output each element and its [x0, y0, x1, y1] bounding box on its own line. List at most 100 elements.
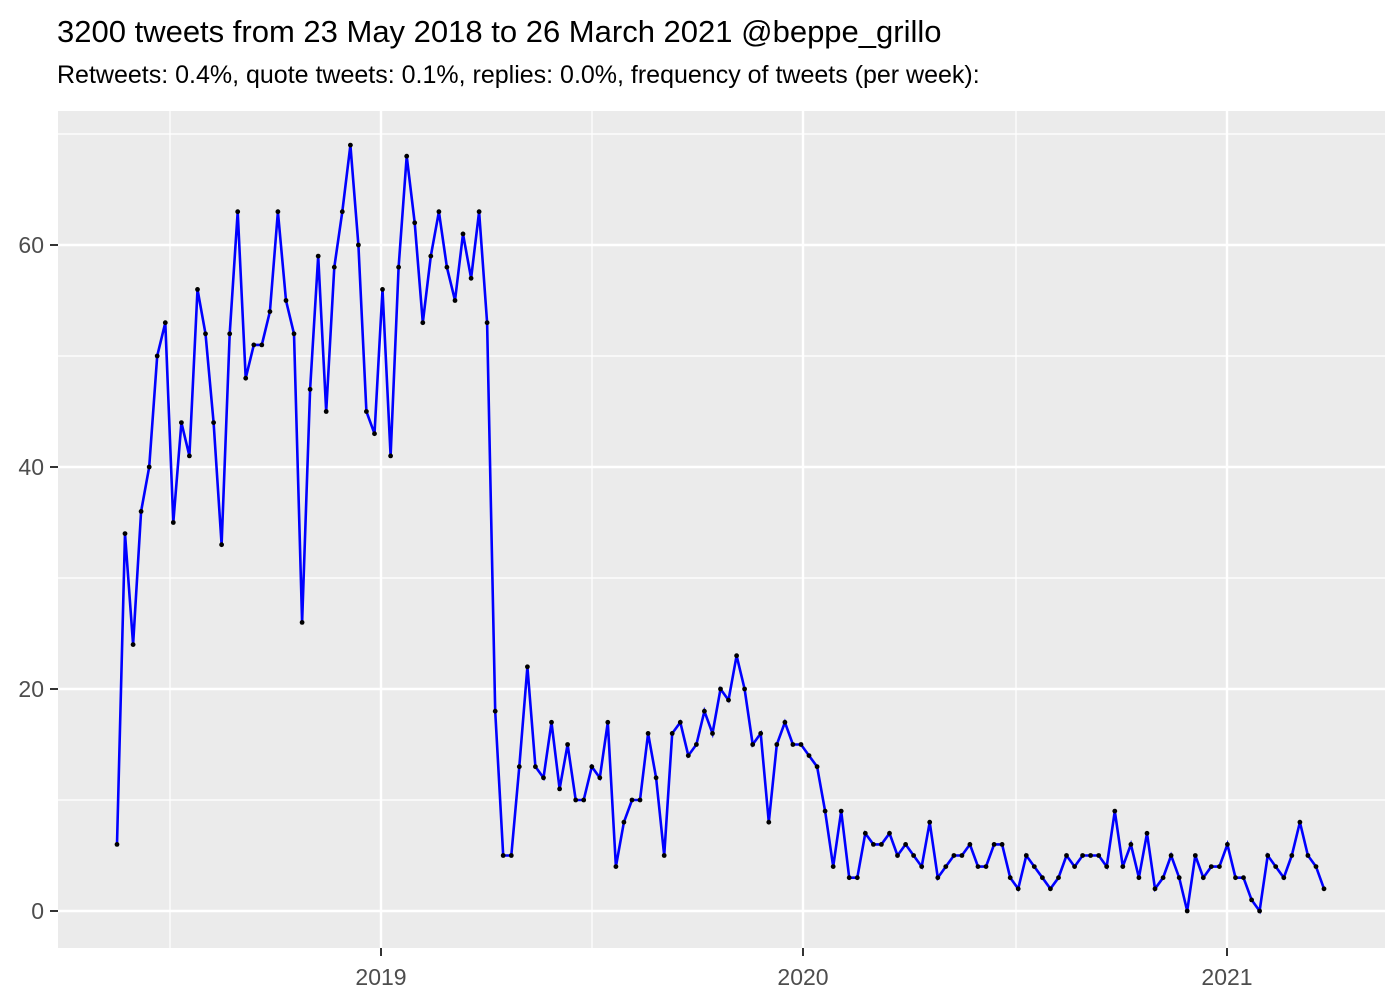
data-point [541, 775, 546, 781]
data-point [179, 420, 184, 425]
data-point [1176, 875, 1182, 881]
data-point [718, 686, 723, 692]
data-point [581, 797, 587, 803]
data-point [1249, 897, 1254, 903]
data-point [195, 287, 200, 292]
data-point [388, 453, 393, 459]
chart-subtitle: Retweets: 0.4%, quote tweets: 0.1%, repl… [57, 61, 980, 89]
data-point [146, 464, 152, 470]
data-point [1257, 908, 1262, 914]
data-point [299, 620, 305, 625]
data-point [629, 797, 635, 803]
data-point [798, 742, 804, 747]
chart-title: 3200 tweets from 23 May 2018 to 26 March… [57, 14, 942, 49]
data-point [283, 298, 289, 303]
data-point [444, 264, 450, 270]
data-point [170, 520, 176, 525]
data-point [500, 853, 506, 858]
data-point [1072, 864, 1077, 869]
data-point [999, 842, 1005, 847]
data-point [895, 853, 900, 858]
data-point [1120, 864, 1126, 869]
x-axis-tick-label: 2019 [355, 964, 406, 990]
data-point [275, 209, 281, 215]
data-point [1104, 864, 1110, 869]
data-point [637, 797, 643, 803]
data-point [959, 853, 965, 858]
data-point [114, 842, 120, 847]
data-point [669, 731, 675, 736]
data-point [613, 864, 619, 869]
data-point [356, 242, 361, 248]
data-point [1281, 875, 1287, 881]
data-point [1007, 875, 1013, 881]
data-point [1273, 864, 1279, 869]
data-point [565, 742, 570, 747]
data-point [492, 708, 498, 714]
data-point [211, 420, 217, 425]
data-point [267, 309, 273, 314]
data-point [187, 453, 192, 459]
data-point [734, 653, 739, 659]
data-point [838, 808, 844, 814]
data-point [484, 320, 490, 326]
data-point [1265, 853, 1271, 858]
data-point [364, 409, 369, 414]
data-point [694, 742, 699, 747]
data-point [508, 853, 514, 858]
data-point [871, 842, 876, 847]
data-point [589, 764, 595, 770]
data-point [742, 686, 747, 692]
data-point [162, 320, 168, 326]
data-point [919, 864, 925, 869]
data-point [1217, 864, 1222, 869]
data-point [1192, 853, 1198, 858]
data-point [1136, 875, 1142, 881]
data-point [396, 264, 401, 270]
data-point [887, 830, 892, 836]
data-point [122, 531, 128, 536]
data-point [380, 287, 385, 292]
data-point [1144, 830, 1150, 836]
data-point [1031, 864, 1037, 869]
data-point [597, 775, 603, 781]
data-point [227, 331, 233, 337]
data-point [758, 731, 764, 736]
data-point [790, 742, 796, 747]
data-point [307, 386, 313, 392]
data-point [854, 875, 860, 881]
data-point [1241, 875, 1246, 881]
data-point [927, 819, 933, 825]
data-point [710, 731, 715, 736]
data-point [1088, 853, 1093, 858]
data-point [806, 753, 812, 758]
data-point [557, 786, 562, 792]
data-point [903, 842, 908, 847]
data-point [645, 731, 651, 736]
data-point [404, 153, 410, 159]
data-point [533, 764, 538, 770]
data-point [1023, 853, 1029, 858]
data-point [766, 819, 772, 825]
data-point [1064, 853, 1069, 858]
data-point [235, 209, 241, 215]
data-point [822, 808, 828, 814]
data-point [476, 209, 482, 215]
data-point [1184, 908, 1190, 914]
data-point [750, 742, 756, 747]
data-point [862, 830, 868, 836]
data-point [830, 864, 836, 869]
data-point [1233, 875, 1238, 881]
data-point [1313, 864, 1319, 869]
data-point [911, 853, 916, 858]
data-point [468, 275, 474, 281]
data-point [1200, 875, 1206, 881]
data-point [420, 320, 426, 326]
data-point [1168, 853, 1174, 858]
data-point [782, 719, 788, 725]
data-point [879, 842, 884, 847]
data-point [525, 664, 530, 670]
data-point [1297, 819, 1303, 825]
data-point [412, 220, 418, 226]
